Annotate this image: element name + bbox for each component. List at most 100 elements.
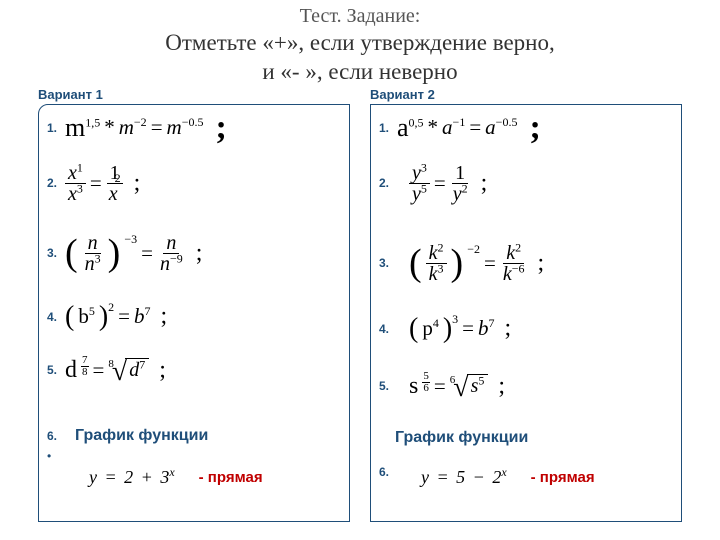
v1-eq5-rb: d [129, 359, 139, 381]
minus-icon: − [473, 467, 485, 487]
v1-num-1: 1. [47, 121, 65, 135]
v1-eq5-sd: 8 [81, 367, 89, 378]
v1-eq4-e1: 5 [89, 304, 95, 318]
v1-eq-3: ( n n3 )−3 = n n−9 ; [65, 233, 202, 274]
v1-row-2: 2. x1 x3 = 1 x2 ; [47, 163, 341, 204]
v1-row-3: 3. ( n n3 )−3 = n n−9 ; [47, 233, 341, 274]
v2-eq2-yne: 3 [421, 160, 427, 174]
semicolon-icon: ; [196, 240, 203, 267]
columns: Вариант 1 1. m1,5 * m−2 = m−0.5 ; 2. [0, 87, 720, 522]
v2-eq5-s: s [409, 373, 418, 399]
v2-eq4-e1: 4 [433, 316, 439, 330]
v1-pryamaya: - прямая [199, 469, 263, 486]
v1-eq2-rde: 2 [115, 171, 121, 185]
v1-eq3-rd: n [160, 253, 170, 275]
v2-eq5-sd: 6 [422, 383, 430, 394]
v2-eq3-kn: k [429, 242, 438, 264]
v2-eq3-kne: 2 [438, 240, 444, 254]
v1-eq2-rd: x [109, 183, 118, 205]
star-icon: * [428, 115, 439, 140]
v2-num-6: 6. [379, 465, 397, 479]
v1-eq5-re: 7 [139, 357, 145, 371]
v2-eq3-rde: −6 [512, 261, 525, 275]
plus-icon: + [141, 467, 153, 487]
v2-eq-2: y3 y5 = 1 y2 ; [409, 163, 487, 204]
v2-eq6-e: x [501, 465, 506, 479]
v1-eq5-d: d [65, 357, 77, 383]
semicolon-icon: ; [215, 109, 226, 147]
equals-icon: = [151, 115, 163, 140]
semicolon-icon: ; [529, 109, 540, 147]
v2-row-4: 4. ( p4 )3 = b7 ; [379, 313, 673, 345]
v2-num-4: 4. [379, 322, 397, 336]
v1-eq3-nde: 3 [95, 251, 101, 265]
v1-eq2-xde: 3 [77, 181, 83, 195]
v1-eq1-m3: m [167, 115, 182, 139]
v2-eq2-rd: y [453, 183, 462, 205]
v2-eq6-c: 5 [456, 467, 465, 487]
semicolon-icon: ; [538, 250, 545, 277]
lparen-icon: ( [65, 301, 74, 333]
v1-num-6: 6. [47, 429, 65, 443]
title-line2: Отметьте «+», если утверждение верно, [0, 29, 720, 58]
equals-icon: = [105, 467, 117, 487]
v2-eq3-kd: k [429, 263, 438, 285]
v2-num-3: 3. [379, 256, 397, 270]
bullet-icon: • [47, 449, 51, 463]
v2-eq4-b: p [422, 316, 433, 340]
v2-eq4-e3: 7 [489, 316, 495, 330]
v1-num-4: 4. [47, 310, 65, 324]
equals-icon: = [434, 374, 446, 399]
equals-icon: = [141, 241, 153, 266]
v2-eq2-yde: 5 [421, 181, 427, 195]
semicolon-icon: ; [505, 315, 512, 342]
equals-icon: = [434, 171, 446, 196]
v2-eq6-b: 2 [492, 467, 501, 487]
v1-eq1-m1: m [65, 113, 85, 142]
v1-eq-1: m1,5 * m−2 = m−0.5 ; [65, 109, 227, 147]
variant1-column: Вариант 1 1. m1,5 * m−2 = m−0.5 ; 2. [38, 87, 350, 522]
v1-eq6-e: x [169, 465, 174, 479]
v1-row-6: 6. График функции [47, 427, 341, 445]
equals-icon: = [90, 171, 102, 196]
v1-eq-2: x1 x3 = 1 x2 ; [65, 163, 140, 204]
v2-row-1: 1. a0,5 * a−1 = a−0.5 ; [379, 109, 673, 147]
v1-eq1-e2: −2 [134, 115, 147, 129]
star-icon: * [104, 115, 115, 140]
v2-eq2-yd: y [412, 183, 421, 205]
v2-eq-3: ( k2 k3 )−2 = k2 k−6 ; [409, 243, 544, 284]
equals-icon: = [469, 115, 481, 140]
v2-eq4-b2: b [478, 316, 489, 340]
v1-row-bullet: • [47, 449, 341, 463]
v1-eq-5: d78 = 8 √ d7 ; [65, 357, 166, 384]
v1-eq6-c: 2 [124, 467, 133, 487]
v1-eq5-deg: 8 [108, 358, 114, 370]
v1-num-2: 2. [47, 176, 65, 190]
lparen-icon: ( [409, 313, 418, 345]
v2-eq6-y: y [421, 467, 429, 487]
v2-eq5-deg: 6 [450, 374, 456, 386]
v2-eq-6: y = 5 − 2x [421, 467, 507, 488]
variant2-column: Вариант 2 1. a0,5 * a−1 = a−0.5 ; 2. [370, 87, 682, 522]
v1-eq3-nd: n [85, 253, 95, 275]
v2-eq-4: ( p4 )3 = b7 ; [409, 313, 511, 345]
title-block: Тест. Задание: Отметьте «+», если утверж… [0, 0, 720, 87]
v2-eq1-e2: −1 [453, 115, 466, 129]
v1-row-6b: y = 2 + 3x - прямая [89, 467, 341, 488]
v2-eq1-e1: 0,5 [409, 115, 424, 129]
v2-graph-label: График функции [395, 429, 528, 447]
v1-eq4-b: b [78, 304, 89, 328]
rparen-icon: ) [99, 301, 108, 333]
v2-num-2: 2. [379, 176, 397, 190]
v1-eq2-xne: 1 [77, 160, 83, 174]
v2-eq3-rne: 2 [515, 240, 521, 254]
v1-eq6-b: 3 [160, 467, 169, 487]
v1-eq-6: y = 2 + 3x [89, 467, 175, 488]
semicolon-icon: ; [498, 373, 505, 400]
semicolon-icon: ; [134, 170, 141, 197]
v1-eq4-e3: 7 [145, 304, 151, 318]
v1-row-5: 5. d78 = 8 √ d7 ; [47, 357, 341, 384]
equals-icon: = [484, 251, 496, 276]
semicolon-icon: ; [481, 170, 488, 197]
equals-icon: = [462, 316, 474, 341]
